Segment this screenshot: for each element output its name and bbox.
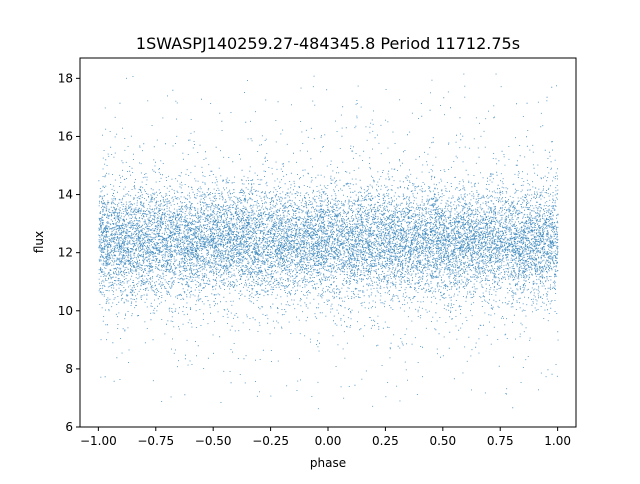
x-axis: −1.00 −0.75 −0.50 −0.25 0.00 0.25 0.50 0.75 1.00 (80, 427, 571, 448)
x-tick-label: −0.75 (137, 434, 174, 448)
x-tick-label: 0.25 (372, 434, 399, 448)
y-tick-label: 16 (58, 129, 73, 143)
x-axis-label: phase (310, 456, 346, 470)
x-tick-label: 0.50 (429, 434, 456, 448)
y-tick-label: 14 (58, 188, 73, 202)
x-tick-label: −0.50 (195, 434, 232, 448)
y-axis-label: flux (32, 231, 46, 253)
x-tick-label: 0.00 (315, 434, 342, 448)
y-axis: 6 8 10 12 14 16 18 (58, 71, 80, 434)
y-tick-label: 18 (58, 71, 73, 85)
y-tick-label: 12 (58, 246, 73, 260)
x-tick-label: −0.25 (252, 434, 289, 448)
x-tick-label: 1.00 (544, 434, 571, 448)
chart-title: 1SWASPJ140259.27-484345.8 Period 11712.7… (136, 34, 520, 53)
x-tick-label: 0.75 (487, 434, 514, 448)
y-tick-label: 6 (65, 420, 73, 434)
y-tick-label: 8 (65, 362, 73, 376)
x-tick-label: −1.00 (80, 434, 117, 448)
y-tick-label: 10 (58, 304, 73, 318)
